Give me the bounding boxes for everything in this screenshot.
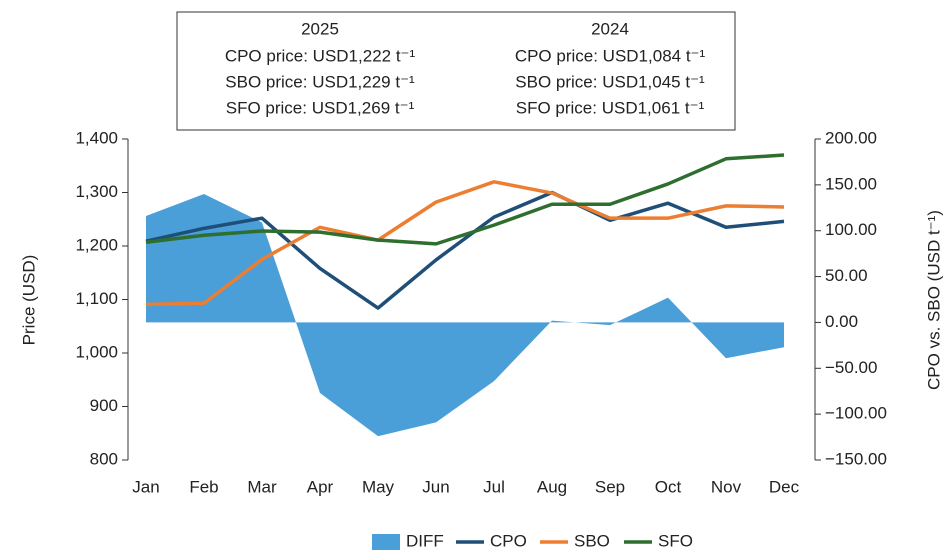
y2-tick-label: −150.00 bbox=[825, 449, 887, 468]
info-line: CPO price: USD1,222 t⁻¹ bbox=[225, 46, 416, 65]
legend-label: DIFF bbox=[406, 531, 444, 550]
y-tick-label: 1,200 bbox=[75, 235, 118, 254]
y-axis-label: Price (USD) bbox=[19, 255, 38, 346]
x-tick-label: Jul bbox=[483, 477, 505, 496]
line bbox=[145, 153, 785, 246]
y-tick-label: 1,300 bbox=[75, 182, 118, 201]
x-tick-label: Nov bbox=[711, 477, 742, 496]
legend-label: SBO bbox=[574, 531, 610, 550]
y-tick-label: 900 bbox=[90, 396, 118, 415]
legend-label: CPO bbox=[490, 531, 527, 550]
info-line: SFO price: USD1,269 t⁻¹ bbox=[226, 98, 415, 117]
y2-tick-label: 0.00 bbox=[825, 312, 858, 331]
y2-tick-label: −100.00 bbox=[825, 404, 887, 423]
y2-tick-label: 150.00 bbox=[825, 174, 877, 193]
x-tick-label: Aug bbox=[537, 477, 567, 496]
y2-axis-label: CPO vs. SBO (USD t⁻¹) bbox=[924, 210, 943, 390]
info-line: SBO price: USD1,045 t⁻¹ bbox=[515, 72, 705, 91]
legend-label: SFO bbox=[658, 531, 693, 550]
y2-tick-label: −50.00 bbox=[825, 358, 877, 377]
x-tick-label: May bbox=[362, 477, 395, 496]
y-tick-label: 800 bbox=[90, 449, 118, 468]
info-line: SFO price: USD1,061 t⁻¹ bbox=[516, 98, 705, 117]
x-tick-label: Jan bbox=[132, 477, 159, 496]
x-tick-label: Sep bbox=[595, 477, 625, 496]
info-line: SBO price: USD1,229 t⁻¹ bbox=[225, 72, 415, 91]
y2-tick-label: 50.00 bbox=[825, 266, 868, 285]
info-line: CPO price: USD1,084 t⁻¹ bbox=[515, 46, 706, 65]
y-tick-label: 1,100 bbox=[75, 289, 118, 308]
legend-swatch bbox=[372, 534, 400, 550]
info-heading: 2025 bbox=[301, 19, 339, 38]
info-box bbox=[176, 11, 736, 131]
x-tick-label: Feb bbox=[189, 477, 218, 496]
y-tick-label: 1,000 bbox=[75, 342, 118, 361]
x-tick-label: Apr bbox=[307, 477, 334, 496]
area bbox=[146, 194, 784, 437]
line bbox=[145, 180, 785, 307]
x-tick-label: Oct bbox=[655, 477, 682, 496]
info-heading: 2024 bbox=[591, 19, 629, 38]
line bbox=[145, 190, 785, 310]
y-tick-label: 1,400 bbox=[75, 128, 118, 147]
x-tick-label: Mar bbox=[247, 477, 277, 496]
y2-tick-label: 200.00 bbox=[825, 128, 877, 147]
x-tick-label: Dec bbox=[769, 477, 800, 496]
x-tick-label: Jun bbox=[422, 477, 449, 496]
y2-tick-label: 100.00 bbox=[825, 220, 877, 239]
